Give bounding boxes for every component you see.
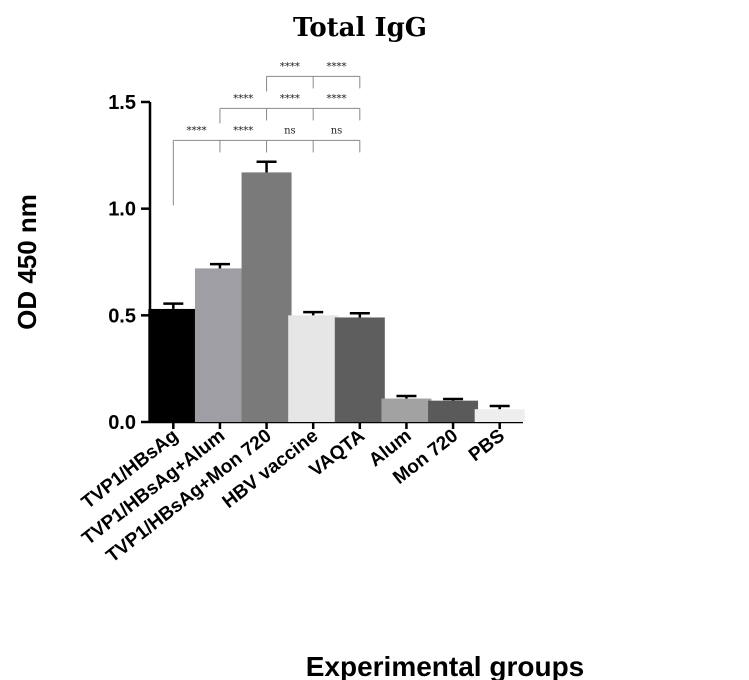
significance-label: **** [233, 125, 253, 136]
y-axis-label: OD 450 nm [12, 194, 42, 330]
significance-label: ns [331, 125, 343, 136]
significance-label: **** [233, 93, 253, 104]
significance-label: **** [280, 93, 300, 104]
bar [288, 315, 339, 422]
bar [241, 172, 292, 422]
significance-label: **** [327, 61, 347, 72]
significance-label: ns [284, 125, 296, 136]
bar [194, 268, 245, 422]
x-axis-label: Experimental groups [306, 651, 585, 680]
bar [334, 317, 385, 422]
chart-title: Total IgG [293, 13, 427, 43]
bar [428, 400, 479, 422]
x-tick-label: PBS [465, 425, 509, 466]
bar [381, 398, 432, 422]
y-tick-label: 1.5 [108, 92, 136, 114]
bar [148, 308, 199, 422]
y-tick-label: 1.0 [108, 199, 136, 221]
significance-label: **** [187, 125, 207, 136]
y-tick-label: 0.0 [108, 412, 136, 434]
significance-label: **** [327, 93, 347, 104]
significance-label: **** [280, 61, 300, 72]
y-tick-label: 0.5 [108, 305, 136, 327]
bar [474, 409, 525, 422]
